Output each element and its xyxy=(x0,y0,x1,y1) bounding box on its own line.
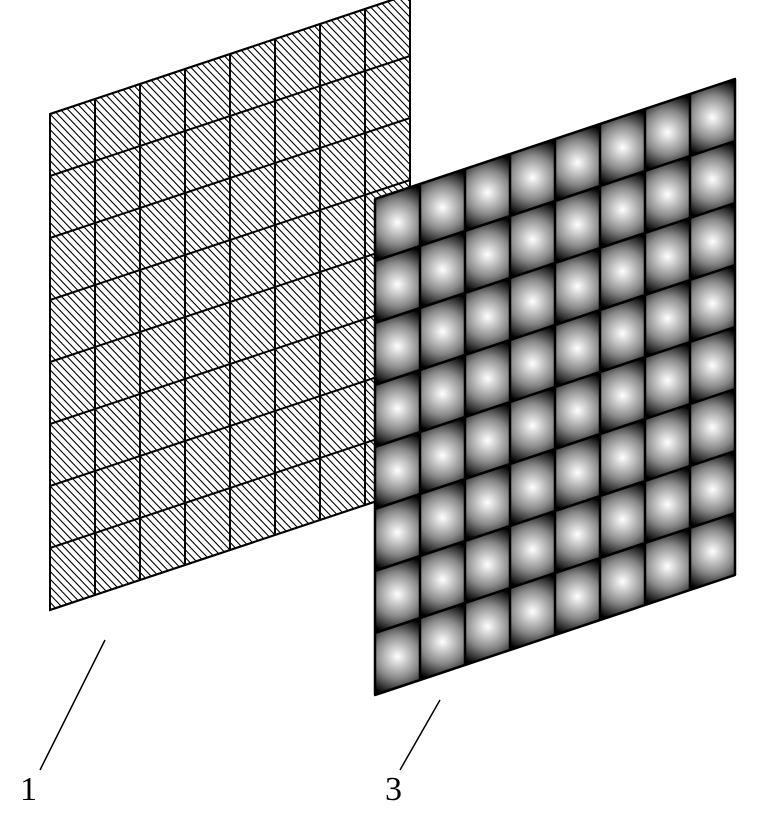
panel-label-left: 1 xyxy=(20,771,37,808)
panel-label-right: 3 xyxy=(385,771,402,808)
leader-line xyxy=(40,640,105,770)
panel-right xyxy=(375,79,735,695)
panel-left xyxy=(50,0,410,610)
leader-line xyxy=(400,700,440,770)
